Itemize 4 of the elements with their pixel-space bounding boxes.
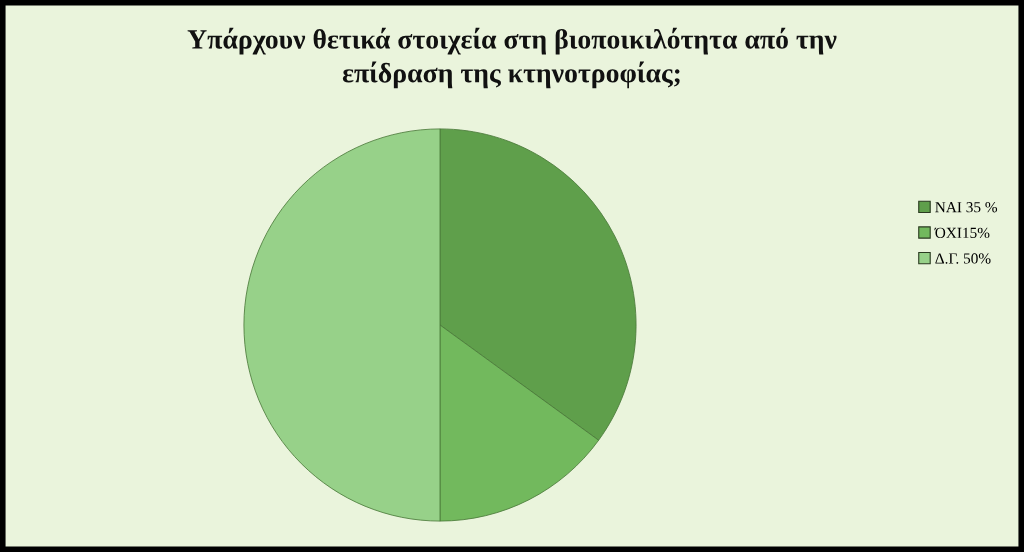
legend-label: ΝΑΙ 35 % (935, 202, 998, 213)
legend-label: ΌΧΙ15% (934, 227, 990, 239)
legend-label: Δ.Γ. 50% (935, 253, 991, 264)
chart-title: Υπάρχουν θετικά στοιχεία στη βιοποικιλότητα από την επίδραση της κτηνοτροφίας; (187, 27, 837, 89)
